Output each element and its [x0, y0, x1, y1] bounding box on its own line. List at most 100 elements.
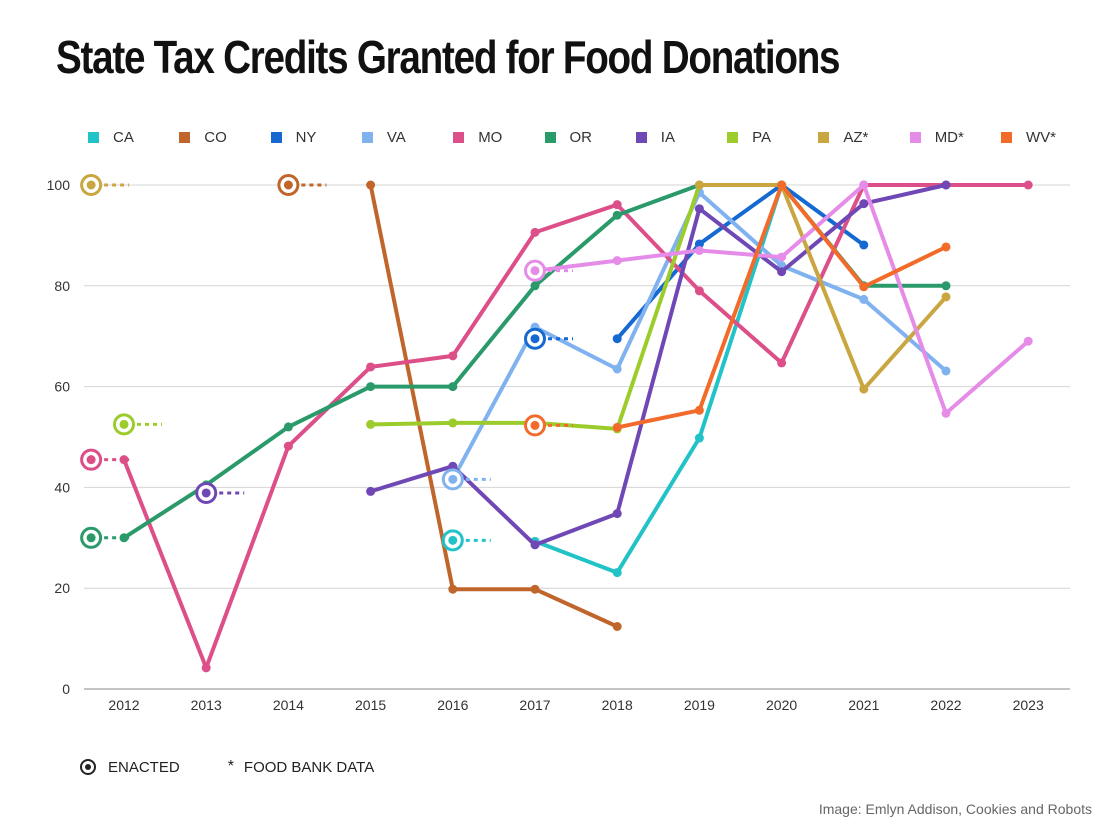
x-tick-label-2015: 2015	[355, 697, 386, 713]
data-point-va-2018	[612, 364, 622, 374]
data-point-or-2014	[283, 422, 293, 432]
legend-label-wv: WV*	[1026, 129, 1056, 146]
enacted-marker-dot-va	[448, 474, 458, 484]
data-point-az-2019	[694, 180, 704, 190]
legend-item-ia: IA	[635, 129, 675, 146]
data-point-mo-2019	[694, 286, 704, 296]
legend-swatch-wv	[1001, 132, 1012, 143]
data-point-or-2022	[941, 281, 951, 291]
data-point-ia-2021	[859, 199, 869, 209]
data-point-ia-2016	[448, 461, 458, 471]
enacted-marker-dot-wv	[530, 420, 540, 430]
legend-item-co: CO	[179, 129, 227, 146]
data-point-ia-2019	[694, 204, 704, 214]
data-point-wv-2022	[941, 242, 951, 252]
y-tick-label-20: 20	[54, 580, 70, 596]
y-tick-label-100: 100	[47, 177, 71, 193]
enacted-marker-dot-ca	[448, 535, 458, 545]
footer-legend: ENACTED * FOOD BANK DATA	[80, 758, 374, 776]
data-point-mo-2023	[1023, 180, 1033, 190]
data-point-ia-2018	[612, 509, 622, 519]
legend-label-or: OR	[569, 129, 593, 146]
data-point-pa-2015	[366, 419, 376, 429]
x-tick-label-2019: 2019	[684, 697, 715, 713]
series-line-ia	[368, 183, 948, 547]
data-point-md-2022	[941, 408, 951, 418]
data-point-wv-2020	[777, 180, 787, 190]
data-point-md-2023	[1023, 336, 1033, 346]
legend-swatch-az	[818, 132, 830, 143]
series-line-wv	[615, 183, 948, 430]
data-point-mo-2018	[612, 200, 622, 210]
series-line-mo	[122, 183, 1031, 670]
series-line-md	[533, 183, 1031, 416]
data-point-or-2015	[366, 382, 376, 392]
x-tick-label-2017: 2017	[519, 697, 550, 713]
legend-item-wv: WV*	[1001, 129, 1056, 146]
chart-legend: CA CO NY VA MO OR IA PA AZ* MD* WV*	[88, 129, 1088, 151]
legend-swatch-ia	[635, 132, 647, 143]
enacted-label: ENACTED	[108, 758, 180, 776]
enacted-marker-dot-or	[86, 533, 96, 543]
legend-swatch-co	[179, 132, 191, 143]
y-tick-label-60: 60	[54, 379, 70, 395]
x-tick-label-2020: 2020	[766, 697, 797, 713]
data-point-md-2019	[694, 246, 704, 256]
x-tick-label-2013: 2013	[191, 697, 222, 713]
chart-title: State Tax Credits Granted for Food Donat…	[56, 31, 841, 83]
x-tick-label-2018: 2018	[602, 697, 633, 713]
data-point-co-2018	[612, 622, 622, 632]
data-point-mo-2020	[777, 358, 787, 368]
data-point-ny-2019	[694, 239, 704, 249]
series-line-ca	[533, 183, 784, 575]
data-point-va-2021	[859, 294, 869, 304]
legend-label-ny: NY	[295, 129, 317, 146]
data-point-co-2016	[448, 584, 458, 594]
data-point-ca-2018	[612, 568, 622, 578]
legend-item-ca: CA	[88, 129, 134, 146]
legend-label-az: AZ*	[843, 129, 869, 146]
enacted-marker-dot-pa	[119, 419, 129, 429]
legend-label-pa: PA	[752, 129, 771, 146]
data-point-va-2022	[941, 366, 951, 376]
food-bank-data-label: FOOD BANK DATA	[243, 758, 375, 776]
data-point-ia-2017	[530, 540, 540, 550]
data-point-mo-2013	[201, 663, 211, 673]
enacted-marker-icon	[80, 759, 96, 775]
legend-swatch-mo	[453, 132, 465, 143]
data-point-or-2017	[530, 281, 540, 291]
data-point-ca-2019	[694, 433, 704, 443]
data-point-az-2022	[941, 292, 951, 302]
data-point-wv-2019	[694, 405, 704, 415]
legend-item-ny: NY	[270, 129, 317, 146]
y-tick-label-40: 40	[54, 479, 70, 495]
legend-label-md: MD*	[934, 129, 964, 146]
data-point-ia-2015	[366, 486, 376, 496]
data-point-co-2015	[366, 180, 376, 190]
asterisk-icon: *	[227, 758, 234, 775]
legend-swatch-ny	[270, 132, 282, 143]
data-point-ia-2020	[777, 267, 787, 277]
x-tick-label-2016: 2016	[437, 697, 468, 713]
enacted-marker-dot-ia	[201, 488, 211, 498]
data-point-or-2018	[612, 210, 622, 220]
x-tick-label-2022: 2022	[930, 697, 961, 713]
legend-item-pa: PA	[727, 129, 771, 146]
x-tick-label-2012: 2012	[108, 697, 139, 713]
data-point-co-2017	[530, 584, 540, 594]
x-tick-label-2014: 2014	[273, 697, 304, 713]
legend-swatch-pa	[727, 132, 739, 143]
x-tick-label-2021: 2021	[848, 697, 879, 713]
legend-label-ca: CA	[113, 129, 134, 146]
legend-item-md: MD*	[909, 129, 964, 146]
data-point-md-2018	[612, 256, 622, 266]
series-line-az	[697, 183, 948, 392]
legend-item-va: VA	[361, 129, 406, 146]
data-point-mo-2017	[530, 227, 540, 237]
legend-swatch-md	[909, 132, 921, 143]
legend-swatch-ca	[88, 132, 99, 143]
legend-label-co: CO	[204, 129, 227, 146]
data-point-mo-2015	[366, 362, 376, 372]
data-point-ny-2018	[612, 334, 622, 344]
